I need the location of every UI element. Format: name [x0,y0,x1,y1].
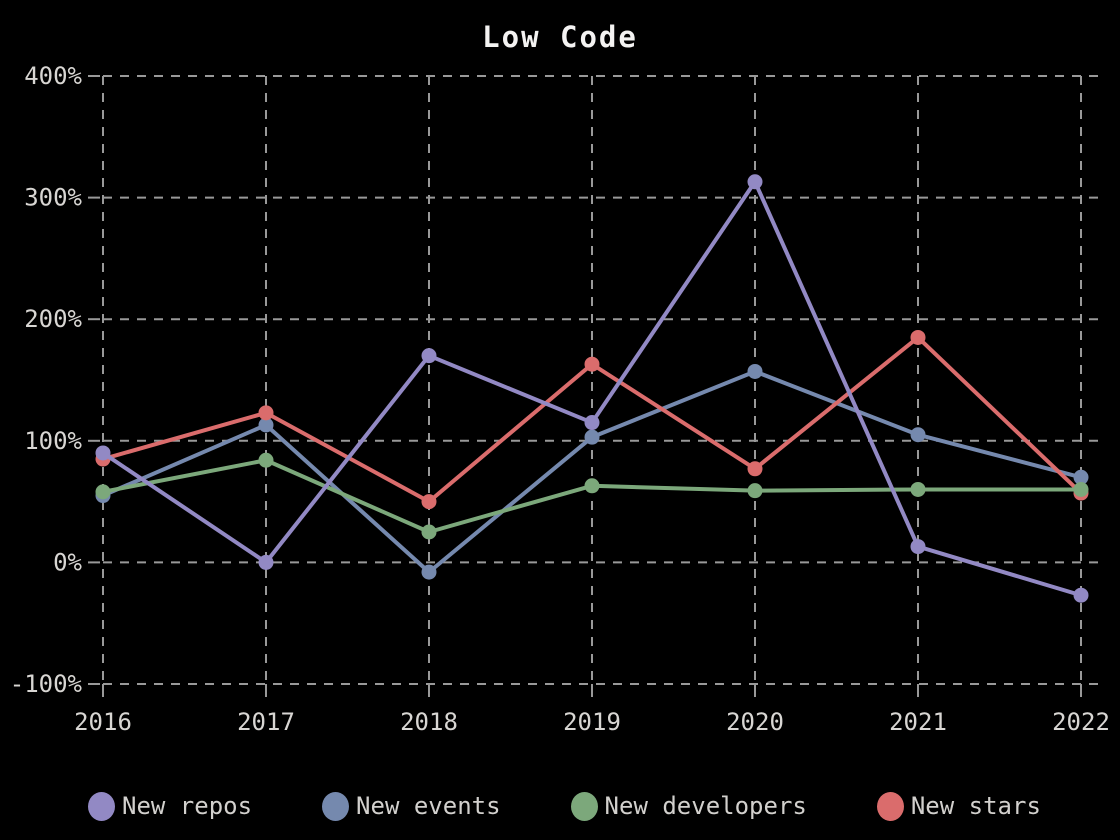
legend-marker-new-events [322,791,350,821]
legend-item-new-developers: New developers [570,791,807,821]
series-new-repos [95,174,1089,603]
legend-item-new-repos: New repos [88,791,253,821]
legend-item-new-stars: New stars [876,791,1041,821]
data-point-new-developers-2018 [421,524,437,540]
x-axis-tick-label: 2022 [1052,708,1110,736]
series-new-developers [95,452,1089,540]
legend-marker-new-repos [88,791,115,821]
legend-marker-new-stars [876,791,904,821]
data-point-new-developers-2016 [95,484,111,500]
data-point-new-events-2020 [747,363,763,379]
x-axis-tick-label: 2018 [400,708,458,736]
data-point-new-developers-2020 [747,483,763,499]
y-axis-tick-label: 400% [24,62,82,90]
y-axis-tick-label: 200% [24,305,82,333]
data-point-new-events-2022 [1073,469,1089,485]
series-new-events [95,363,1089,580]
data-point-new-developers-2022 [1073,481,1089,497]
data-point-new-repos-2022 [1073,587,1089,603]
data-point-new-stars-2020 [747,461,763,477]
data-point-new-repos-2017 [258,554,274,570]
y-axis-tick-label: 100% [24,427,82,455]
x-axis-tick-label: 2021 [889,708,947,736]
data-point-new-events-2021 [910,427,926,443]
data-point-new-repos-2018 [421,348,437,364]
data-point-new-events-2017 [258,417,274,433]
data-point-new-repos-2019 [584,415,600,431]
data-point-new-events-2019 [584,429,600,445]
data-point-new-repos-2016 [95,445,111,461]
data-point-new-stars-2021 [910,329,926,345]
legend-label-new-repos: New repos [122,792,253,820]
data-point-new-developers-2017 [258,452,274,468]
data-point-new-repos-2020 [747,174,763,190]
data-point-new-developers-2021 [910,481,926,497]
series-new-stars [95,329,1089,510]
data-point-new-repos-2021 [910,539,926,555]
y-axis-tick-label: 0% [53,548,82,576]
legend-label-new-stars: New stars [910,792,1041,820]
x-axis-tick-label: 2016 [74,708,132,736]
legend-item-new-events: New events [322,791,501,821]
data-point-new-developers-2019 [584,478,600,494]
y-axis-tick-label: -100% [10,670,83,698]
data-point-new-events-2018 [421,564,437,580]
line-chart: 400% 300% 200% 100% 0% -100% 2016 2017 2018 2019 2… [10,62,1110,736]
data-point-new-stars-2017 [258,405,274,421]
legend-label-new-developers: New developers [604,792,807,820]
x-axis-tick-label: 2020 [726,708,784,736]
chart-title: Low Code [482,20,638,54]
x-axis-tick-label: 2017 [237,708,295,736]
legend-label-new-events: New events [356,792,501,820]
data-point-new-stars-2019 [584,356,600,372]
data-point-new-stars-2018 [421,494,437,510]
x-axis-tick-label: 2019 [563,708,621,736]
legend: New repos New events New developers New … [0,776,1120,836]
legend-marker-new-developers [570,791,598,821]
y-axis-tick-label: 300% [24,184,82,212]
